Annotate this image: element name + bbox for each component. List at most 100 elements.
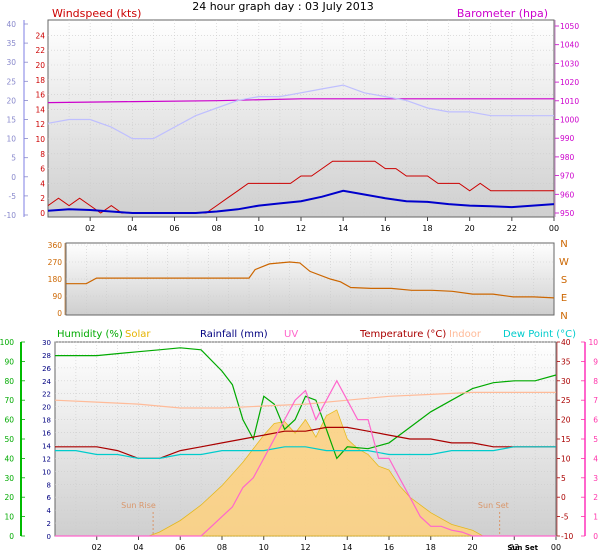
series-indoor-line [54, 391, 556, 409]
gust-tick-label: 15 [6, 116, 16, 125]
rainfall-tick-label: 10 [42, 468, 51, 476]
windspeed-tick-label: 14 [35, 105, 45, 114]
windspeed-tick-label: 0 [40, 209, 45, 218]
barometer-tick-label: 1010 [560, 97, 579, 106]
gust-tick-label: 40 [6, 20, 16, 29]
windspeed-label: Windspeed (kts) [52, 7, 141, 20]
legend-uv: UV [284, 329, 298, 340]
p1-x-tick-label: 04 [127, 224, 137, 233]
barometer-tick-label: 950 [560, 209, 575, 218]
graph-title: 24 hour graph day : 03 July 2013 [192, 0, 374, 13]
panel-wind-barometer: Windspeed (kts) Barometer (hpa) 24 22 20 18… [4, 7, 580, 233]
temp-tick-label: 35 [561, 357, 571, 366]
p1-x-tick-label: 02 [85, 224, 95, 233]
gust-tick-label: 30 [6, 58, 16, 67]
rainfall-tick-label: 26 [42, 365, 51, 373]
p1-x-tick-label: 14 [338, 224, 348, 233]
temp-tick-label: 0 [561, 493, 566, 502]
direction-compass-label: W [559, 257, 569, 268]
p3-x-tick-label: 16 [384, 543, 394, 552]
sunset-label: Sun Set [478, 501, 509, 510]
rainfall-tick-label: 18 [42, 417, 51, 425]
barometer-label: Barometer (hpa) [457, 7, 548, 20]
p1-x-tick-label: 16 [380, 224, 390, 233]
humidity-tick-label: 70 [4, 396, 14, 405]
panel-direction-grid [66, 243, 554, 315]
windspeed-tick-label: 12 [35, 120, 45, 129]
windspeed-tick-label: 22 [35, 46, 45, 55]
humidity-tick-label: 60 [4, 416, 14, 425]
rainfall-tick-label: 12 [42, 455, 51, 463]
p1-x-tick-label: 20 [465, 224, 475, 233]
windspeed-tick-label: 18 [35, 76, 45, 85]
panel-multi-series [54, 347, 557, 537]
gust-tick-label: 10 [6, 135, 16, 144]
p3-x-tick-label: 18 [426, 543, 436, 552]
legend-solar: Solar [125, 329, 151, 340]
gust-tick-label: 0 [11, 173, 16, 182]
panel-wind-barometer-bg [47, 19, 555, 218]
gust-tick-label: 35 [6, 39, 16, 48]
barometer-tick-label: 1040 [560, 41, 579, 50]
direction-degree-label: 90 [52, 292, 62, 301]
gust-tick-label: 20 [6, 96, 16, 105]
gust-tick-label: 25 [6, 77, 16, 86]
direction-degree-label: 360 [48, 241, 63, 250]
uv-tick-label: 6 [593, 416, 598, 425]
uv-tick-label: 9 [593, 357, 598, 366]
gust-tick-label: -10 [4, 211, 16, 220]
rainfall-tick-label: 16 [42, 430, 51, 438]
humidity-tick-label: 20 [4, 493, 14, 502]
p1-x-tick-label: 08 [212, 224, 222, 233]
rainfall-tick-label: 4 [47, 507, 52, 515]
rainfall-tick-label: 30 [42, 339, 51, 347]
series-uv-line [55, 379, 556, 537]
rainfall-tick-label: 8 [47, 481, 51, 489]
temp-tick-label: 5 [561, 474, 566, 483]
humidity-tick-label: 90 [4, 357, 14, 366]
panel-wind-barometer-ticks: 2422201816141210864204035302520151050-5-… [4, 20, 579, 233]
windspeed-tick-label: 16 [35, 91, 45, 100]
panel-wind-barometer-series [47, 84, 555, 214]
p1-x-tick-label: 10 [254, 224, 264, 233]
p1-x-tick-label: 22 [507, 224, 517, 233]
uv-tick-label: 3 [593, 474, 598, 483]
barometer-tick-label: 970 [560, 172, 575, 181]
rainfall-tick-label: 0 [47, 533, 51, 541]
p1-x-tick-label: 00 [549, 224, 559, 233]
series-barometer_line-line [47, 84, 554, 140]
windspeed-tick-label: 6 [40, 165, 45, 174]
uv-tick-label: 1 [593, 513, 598, 522]
series-barometer-line [47, 98, 554, 104]
series-humidity-line [55, 347, 557, 460]
p3-x-tick-label: 08 [217, 543, 227, 552]
legend-humidity: Humidity (%) [57, 329, 123, 340]
rainfall-tick-label: 28 [42, 352, 51, 360]
humidity-tick-label: 80 [4, 377, 14, 386]
p3-x-tick-label: 14 [342, 543, 352, 552]
humidity-tick-label: 40 [4, 454, 14, 463]
p3-x-tick-label: 20 [467, 543, 477, 552]
uv-tick-label: 0 [593, 532, 598, 541]
direction-compass-label: N [560, 311, 567, 322]
panel-multi-annotations: Sun Rise Sun Set Sun Set [121, 501, 538, 552]
barometer-tick-label: 990 [560, 134, 575, 143]
panel-direction-series [66, 261, 555, 299]
uv-tick-label: 2 [593, 493, 598, 502]
p1-x-tick-label: 12 [296, 224, 306, 233]
p1-x-tick-label: 06 [169, 224, 179, 233]
uv-tick-label: 8 [593, 377, 598, 386]
direction-degree-label: 180 [48, 275, 63, 284]
p3-x-tick-label: 06 [175, 543, 185, 552]
barometer-tick-label: 1020 [560, 78, 579, 87]
humidity-tick-label: 30 [4, 474, 14, 483]
windspeed-tick-label: 24 [35, 31, 45, 40]
series-wind_avg-line [47, 189, 555, 214]
rainfall-tick-label: 2 [47, 520, 51, 528]
p3-x-tick-label: 00 [551, 543, 561, 552]
barometer-tick-label: 1000 [560, 116, 579, 125]
legend-rainfall: Rainfall (mm) [200, 329, 268, 340]
